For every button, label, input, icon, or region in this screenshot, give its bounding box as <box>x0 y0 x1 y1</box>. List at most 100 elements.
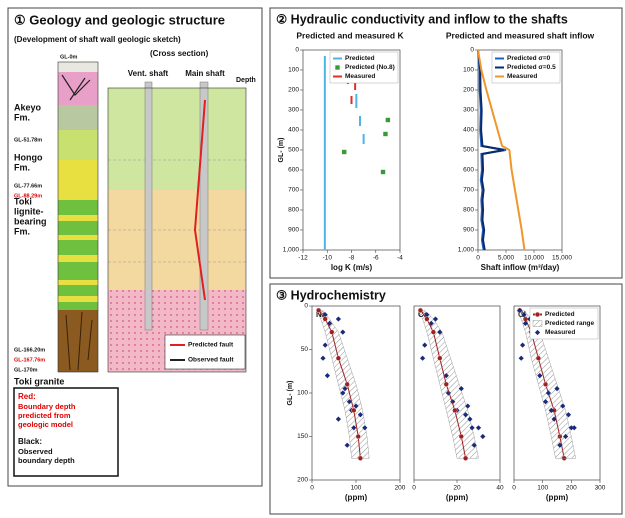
data-point <box>431 330 436 335</box>
geologic-column <box>58 62 98 372</box>
y-tick-label: 900 <box>463 227 474 234</box>
x-axis-label: log K (m/s) <box>331 263 373 272</box>
panel-title: ③ Hydrochemistry <box>276 288 386 302</box>
depth-marker-label: GL-51.78m <box>14 137 42 143</box>
data-point <box>345 382 350 387</box>
y-tick-label: 200 <box>463 87 474 94</box>
page: {"geology": {"title": "① Geology and geo… <box>0 0 625 518</box>
data-point <box>386 118 390 122</box>
y-tick-label: 200 <box>288 87 299 94</box>
x-tick-label: 40 <box>496 485 504 492</box>
shaft-label: Main shaft <box>185 69 225 78</box>
x-tick-label: -8 <box>349 255 355 262</box>
x-tick-label: 20 <box>453 485 461 492</box>
depth-marker-label: GL-0m <box>60 54 78 60</box>
y-axis-label: GL- (m) <box>287 381 294 406</box>
data-point <box>358 456 363 461</box>
x-tick-label: 100 <box>537 485 548 492</box>
data-point <box>381 170 385 174</box>
data-point <box>351 408 356 413</box>
legend-label: Predicted <box>345 55 375 62</box>
depth-marker-label: GL-77.66m <box>14 183 42 189</box>
note-red-label: Red: <box>18 392 36 401</box>
y-tick-label: 500 <box>463 147 474 154</box>
y-axis-label: GL- (m) <box>278 138 285 163</box>
y-tick-label: 1,000 <box>458 247 475 254</box>
figure: ① Geology and geologic structure (Develo… <box>0 0 625 518</box>
formation-label: Toki granite <box>14 376 64 386</box>
y-tick-label: 700 <box>463 187 474 194</box>
formation-label: Hongo <box>14 152 43 162</box>
data-point <box>452 408 457 413</box>
x-tick-label: 0 <box>476 255 480 262</box>
x-axis-label: Shaft inflow (m³/day) <box>481 263 560 272</box>
depth-marker-label: GL-167.76m <box>14 357 45 363</box>
panel-title: ② Hydraulic conductivity and inflow to t… <box>276 12 568 26</box>
y-tick-label: 300 <box>463 107 474 114</box>
note-text: predicted from <box>18 411 71 420</box>
y-tick-label: 150 <box>297 433 308 440</box>
y-tick-label: 1,000 <box>283 247 300 254</box>
legend-label: Measured <box>545 329 575 336</box>
formation-label: bearing <box>14 216 47 226</box>
note-text: geologic model <box>18 420 73 429</box>
sketch-caption: (Development of shaft wall geologic sket… <box>14 35 181 44</box>
x-tick-label: 100 <box>351 485 362 492</box>
y-tick-label: 0 <box>295 47 299 54</box>
y-tick-label: 300 <box>288 107 299 114</box>
x-tick-label: -6 <box>373 255 379 262</box>
y-tick-label: 400 <box>463 127 474 134</box>
formation-label: Fm. <box>14 112 30 122</box>
shaft-label: Vent. shaft <box>128 69 169 78</box>
depth-marker-label: GL-170m <box>14 367 38 373</box>
x-axis-label: (ppm) <box>546 493 569 502</box>
y-tick-label: 200 <box>297 477 308 484</box>
formation-label: Fm. <box>14 226 30 236</box>
x-axis-label: (ppm) <box>446 493 469 502</box>
y-tick-label: 50 <box>301 346 309 353</box>
x-tick-label: 15,000 <box>552 255 572 262</box>
legend-label: Predicted σ=0.5 <box>507 64 556 71</box>
data-point <box>383 132 387 136</box>
depth-marker-label: GL-166.20m <box>14 347 45 353</box>
data-point <box>418 308 423 313</box>
legend-label: Predicted <box>545 311 575 318</box>
y-tick-label: 100 <box>297 390 308 397</box>
y-tick-label: 500 <box>288 147 299 154</box>
data-point <box>316 308 321 313</box>
y-tick-label: 800 <box>463 207 474 214</box>
x-tick-label: 0 <box>412 485 416 492</box>
data-point <box>342 150 346 154</box>
x-tick-label: 200 <box>566 485 577 492</box>
legend-swatch <box>535 312 540 317</box>
x-tick-label: -4 <box>397 255 403 262</box>
y-tick-label: 700 <box>288 187 299 194</box>
formation-label: Akeyo <box>14 102 42 112</box>
formation-label: Fm. <box>14 162 30 172</box>
y-tick-label: 600 <box>463 167 474 174</box>
depth-marker-label: GL-88.29m <box>14 193 42 199</box>
legend-swatch <box>335 65 339 69</box>
x-tick-label: 300 <box>595 485 606 492</box>
data-point <box>459 434 464 439</box>
data-point <box>329 330 334 335</box>
note-text: Observed <box>18 447 53 456</box>
x-axis-label: (ppm) <box>345 493 368 502</box>
data-point <box>437 356 442 361</box>
legend-label: Predicted range <box>545 320 595 327</box>
data-point <box>425 317 430 322</box>
panel-title: ① Geology and geologic structure <box>14 12 225 27</box>
y-tick-label: 400 <box>288 127 299 134</box>
x-tick-label: -10 <box>323 255 333 262</box>
cross-section <box>108 82 246 372</box>
legend-label: Predicted (No.8) <box>345 64 395 71</box>
y-tick-label: 100 <box>463 67 474 74</box>
x-tick-label: -12 <box>298 255 308 262</box>
y-tick-label: 100 <box>288 67 299 74</box>
y-tick-label: 0 <box>470 47 474 54</box>
chart-title: Predicted and measured shaft inflow <box>446 30 595 40</box>
data-point <box>336 356 341 361</box>
y-tick-label: 600 <box>288 167 299 174</box>
x-tick-label: 10,000 <box>524 255 544 262</box>
data-point <box>323 317 328 322</box>
